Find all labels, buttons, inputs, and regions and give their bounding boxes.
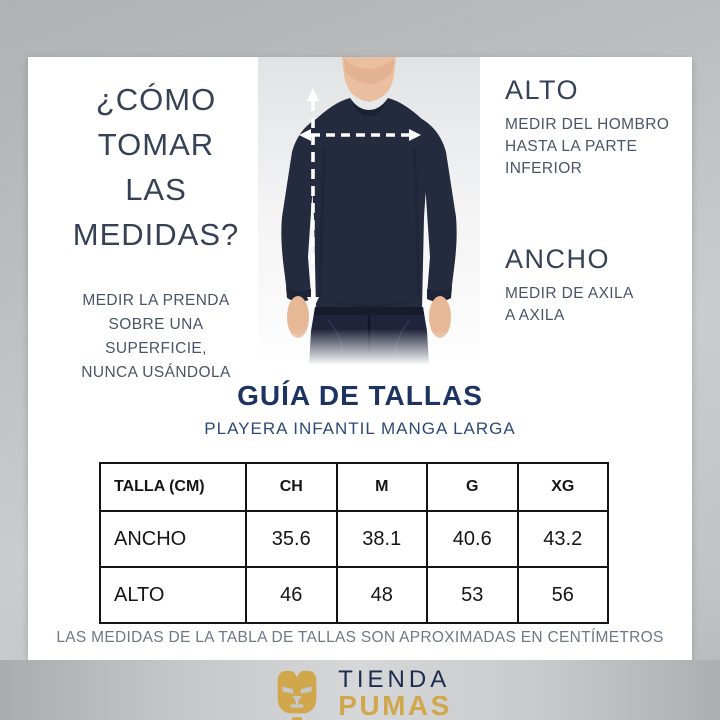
howto-instruction-line: SUPERFICIE, (105, 340, 207, 357)
alto-desc-line: INFERIOR (505, 160, 583, 177)
size-value-cell: 40.6 (426, 510, 519, 568)
shirt-photo-illustration (258, 57, 480, 365)
alto-desc-line: MEDIR DEL HOMBRO (505, 116, 670, 133)
left-hand (287, 296, 309, 338)
alto-desc-line: HASTA LA PARTE (505, 138, 638, 155)
brand-name-tienda: TIENDA (338, 666, 451, 693)
puma-face-icon (268, 666, 326, 720)
size-value-cell: 43.2 (516, 510, 609, 568)
size-table-header-cell: CH (245, 462, 338, 512)
right-hand (429, 296, 451, 338)
navy-shirt (281, 98, 457, 309)
size-value-cell: 48 (335, 566, 428, 624)
alto-label: ALTO (505, 75, 580, 105)
size-table-header-cell: M (335, 462, 428, 512)
shirt-photo (258, 57, 480, 365)
size-guide-title: GUÍA DE TALLAS (237, 380, 483, 411)
ancho-desc-line: A AXILA (505, 307, 565, 324)
howto-title-line1: ¿CÓMO TOMAR (95, 82, 217, 162)
row-label-cell: ALTO (99, 566, 247, 624)
size-table-row-ancho: ANCHO 35.6 38.1 40.6 43.2 (99, 510, 609, 568)
size-table-row-alto: ALTO 46 48 53 56 (99, 566, 609, 624)
size-value-cell: 46 (245, 566, 338, 624)
howto-section: ¿CÓMO TOMAR LAS MEDIDAS? MEDIR LA PRENDA… (40, 77, 272, 385)
size-guide-card: ¿CÓMO TOMAR LAS MEDIDAS? MEDIR LA PRENDA… (28, 57, 692, 660)
howto-instruction-line: SOBRE UNA (108, 316, 204, 333)
howto-instruction-line: NUNCA USÁNDOLA (81, 364, 231, 381)
child-neck (342, 57, 396, 102)
ancho-label: ANCHO (505, 244, 611, 274)
size-guide-subtitle: PLAYERA INFANTIL MANGA LARGA (204, 419, 516, 438)
brand-wordmark: TIENDA PUMAS (338, 667, 452, 720)
size-value-cell: 38.1 (335, 510, 428, 568)
size-table-header-row: TALLA (CM) CH M G XG (99, 462, 609, 512)
ancho-desc: MEDIR DE AXILA A AXILA (505, 283, 685, 327)
photo-bottom-fade (258, 329, 480, 365)
howto-title-line2: LAS MEDIDAS? (72, 172, 240, 252)
brand-footer: TIENDA PUMAS (0, 660, 720, 720)
howto-title: ¿CÓMO TOMAR LAS MEDIDAS? (40, 77, 272, 257)
row-label-cell: ANCHO (99, 510, 247, 568)
ancho-block: ANCHO MEDIR DE AXILA A AXILA (505, 244, 685, 327)
ancho-measure-arrow (299, 129, 421, 141)
measurement-definitions: ALTO MEDIR DEL HOMBRO HASTA LA PARTE INF… (505, 75, 685, 327)
size-table-footnote: LAS MEDIDAS DE LA TABLA DE TALLAS SON AP… (56, 629, 664, 646)
alto-desc: MEDIR DEL HOMBRO HASTA LA PARTE INFERIOR (505, 114, 685, 180)
size-value-cell: 53 (426, 566, 519, 624)
alto-block: ALTO MEDIR DEL HOMBRO HASTA LA PARTE INF… (505, 75, 685, 180)
ancho-desc-line: MEDIR DE AXILA (505, 285, 634, 302)
size-table-header-cell: XG (516, 462, 609, 512)
size-table: TALLA (CM) CH M G XG ANCHO 35.6 38.1 40.… (99, 462, 609, 624)
size-table-header-cell: G (426, 462, 519, 512)
howto-instruction-line: MEDIR LA PRENDA (82, 292, 230, 309)
size-value-cell: 56 (516, 566, 609, 624)
neck-shadow (344, 59, 394, 84)
howto-instructions: MEDIR LA PRENDA SOBRE UNA SUPERFICIE, NU… (40, 289, 272, 385)
alto-measure-arrow (307, 88, 319, 310)
size-value-cell: 35.6 (245, 510, 338, 568)
brand-name-pumas: PUMAS (338, 690, 452, 720)
size-table-header-cell: TALLA (CM) (99, 462, 247, 512)
